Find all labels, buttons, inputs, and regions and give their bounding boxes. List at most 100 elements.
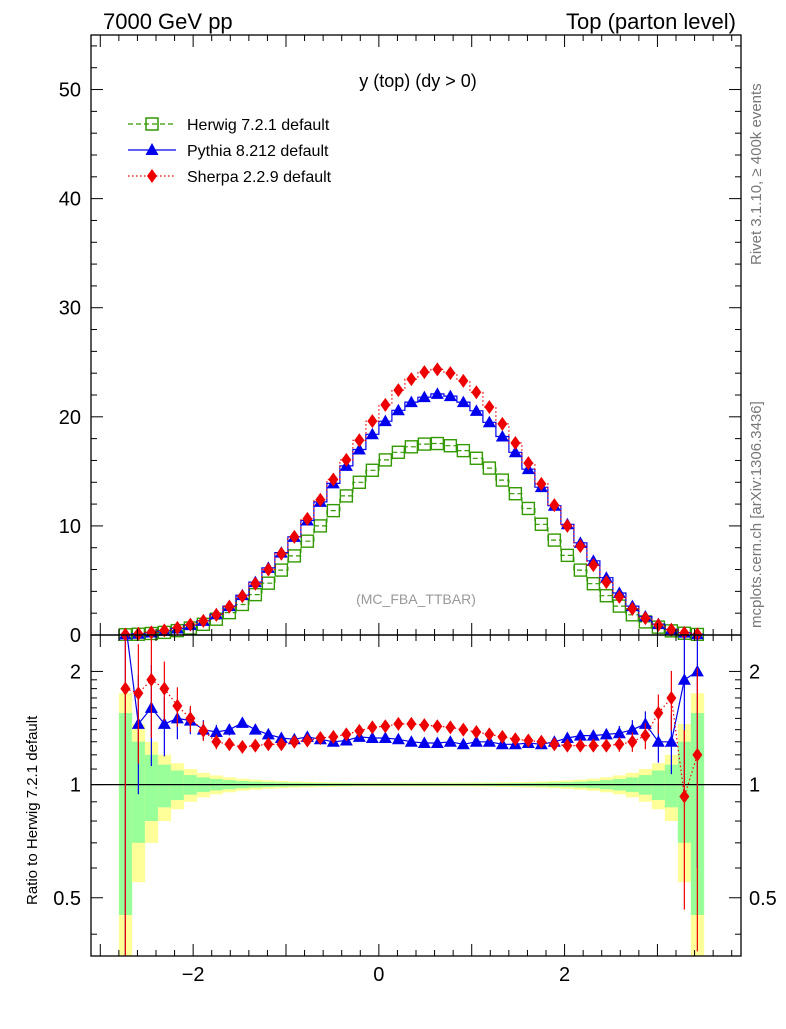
ratio-point-sherpa-35 xyxy=(575,738,586,753)
ratio-point-pythia-3 xyxy=(157,717,171,729)
point-pythia-25 xyxy=(443,389,457,402)
main-plot-content xyxy=(118,362,705,641)
point-sherpa-29 xyxy=(497,416,508,431)
band-inner-42 xyxy=(664,764,679,808)
ratio-point-sherpa-32 xyxy=(536,734,547,749)
ratio-point-sherpa-29 xyxy=(497,729,508,744)
rtick-label-left-0.5: 0.5 xyxy=(53,888,81,910)
mcplots-side-label: mcplots.cern.ch [arXiv:1306.3436] xyxy=(748,401,765,628)
ratio-point-pythia-26 xyxy=(456,737,470,750)
ratio-point-sherpa-0 xyxy=(120,681,131,696)
ratio-point-pythia-38 xyxy=(612,726,626,739)
ratio-point-sherpa-24 xyxy=(432,719,443,734)
point-pythia-29 xyxy=(495,429,509,442)
point-sherpa-43 xyxy=(679,625,690,640)
point-herwig-20 xyxy=(378,453,393,467)
plot-title: y (top) (dy > 0) xyxy=(359,71,477,91)
point-sherpa-32 xyxy=(536,476,547,491)
point-sherpa-23 xyxy=(419,365,430,380)
ratio-point-sherpa-34 xyxy=(562,738,573,753)
ytick-label-30: 30 xyxy=(59,298,81,320)
ratio-point-sherpa-23 xyxy=(419,718,430,733)
point-herwig-30 xyxy=(508,487,523,501)
point-herwig-25 xyxy=(443,439,458,453)
point-herwig-17 xyxy=(339,489,354,503)
ratio-point-pythia-39 xyxy=(625,723,639,735)
point-pythia-23 xyxy=(417,390,431,403)
ratio-point-sherpa-14 xyxy=(302,733,313,748)
point-herwig-29 xyxy=(495,473,510,487)
point-herwig-13 xyxy=(287,549,302,563)
ratio-point-sherpa-31 xyxy=(523,733,534,748)
point-sherpa-19 xyxy=(367,414,378,429)
point-herwig-24 xyxy=(430,436,445,451)
ratio-point-pythia-21 xyxy=(391,732,405,745)
point-sherpa-10 xyxy=(250,576,261,591)
ratio-point-sherpa-28 xyxy=(484,727,495,742)
point-sherpa-17 xyxy=(341,452,352,467)
ratio-point-pythia-7 xyxy=(209,725,223,738)
ratio-point-pythia-19 xyxy=(365,731,379,744)
ratio-point-sherpa-15 xyxy=(315,731,326,746)
xtick-label-1: 0 xyxy=(373,964,384,986)
ratio-point-sherpa-9 xyxy=(237,739,248,754)
legend-label-pythia: Pythia 8.212 default xyxy=(187,143,329,160)
point-sherpa-6 xyxy=(198,613,209,628)
rtick-label-left-1: 1 xyxy=(70,775,81,797)
ytick-label-40: 40 xyxy=(59,189,81,211)
point-sherpa-27 xyxy=(471,385,482,400)
point-herwig-32 xyxy=(534,517,549,531)
point-herwig-16 xyxy=(326,503,341,518)
ratio-point-sherpa-40 xyxy=(640,728,651,743)
point-pythia-30 xyxy=(508,445,522,458)
ytick-label-50: 50 xyxy=(59,80,81,102)
point-pythia-20 xyxy=(378,414,392,427)
rtick-label-right-0.5: 0.5 xyxy=(749,888,777,910)
point-herwig-31 xyxy=(521,501,536,516)
header-right: Top (parton level) xyxy=(566,9,736,34)
ratio-point-sherpa-36 xyxy=(588,738,599,753)
series-line-herwig xyxy=(118,442,704,636)
band-inner-4 xyxy=(170,770,185,800)
ratio-point-pythia-23 xyxy=(417,736,431,749)
ratio-point-sherpa-7 xyxy=(211,734,222,749)
band-inner-2 xyxy=(144,754,159,822)
legend: Herwig 7.2.1 default Pythia 8.212 defaul… xyxy=(128,117,332,186)
point-sherpa-3 xyxy=(159,623,170,638)
ratio-point-pythia-27 xyxy=(469,735,483,747)
legend-label-herwig: Herwig 7.2.1 default xyxy=(187,117,330,134)
point-pythia-27 xyxy=(469,404,483,416)
point-sherpa-16 xyxy=(328,472,339,487)
point-pythia-19 xyxy=(365,427,379,440)
point-sherpa-26 xyxy=(458,373,469,388)
ratio-point-pythia-24 xyxy=(430,736,444,749)
rtick-label-left-2: 2 xyxy=(70,661,81,683)
point-pythia-21 xyxy=(391,403,405,416)
point-herwig-23 xyxy=(417,437,432,451)
ratio-point-sherpa-20 xyxy=(380,719,391,734)
ratio-point-sherpa-44 xyxy=(692,747,703,762)
ratio-point-pythia-11 xyxy=(261,727,275,740)
point-sherpa-37 xyxy=(601,575,612,590)
rtick-label-right-1: 1 xyxy=(749,775,760,797)
ratio-point-pythia-20 xyxy=(378,731,392,744)
point-sherpa-2 xyxy=(146,625,157,640)
point-herwig-15 xyxy=(313,519,328,533)
point-herwig-19 xyxy=(365,463,380,477)
ratio-point-sherpa-30 xyxy=(510,732,521,747)
point-herwig-28 xyxy=(482,461,497,475)
point-sherpa-11 xyxy=(263,562,274,577)
ratio-point-pythia-12 xyxy=(274,731,288,744)
xtick-label-2: 2 xyxy=(559,964,570,986)
point-sherpa-13 xyxy=(289,529,300,544)
point-herwig-37 xyxy=(599,589,614,603)
ratio-point-pythia-9 xyxy=(235,716,249,728)
point-herwig-27 xyxy=(469,451,484,465)
point-pythia-26 xyxy=(456,395,470,408)
ratio-point-sherpa-2 xyxy=(146,672,157,687)
ratio-point-sherpa-27 xyxy=(471,725,482,740)
ratio-point-sherpa-43 xyxy=(679,789,690,804)
point-sherpa-21 xyxy=(393,383,404,398)
point-sherpa-41 xyxy=(653,617,664,632)
